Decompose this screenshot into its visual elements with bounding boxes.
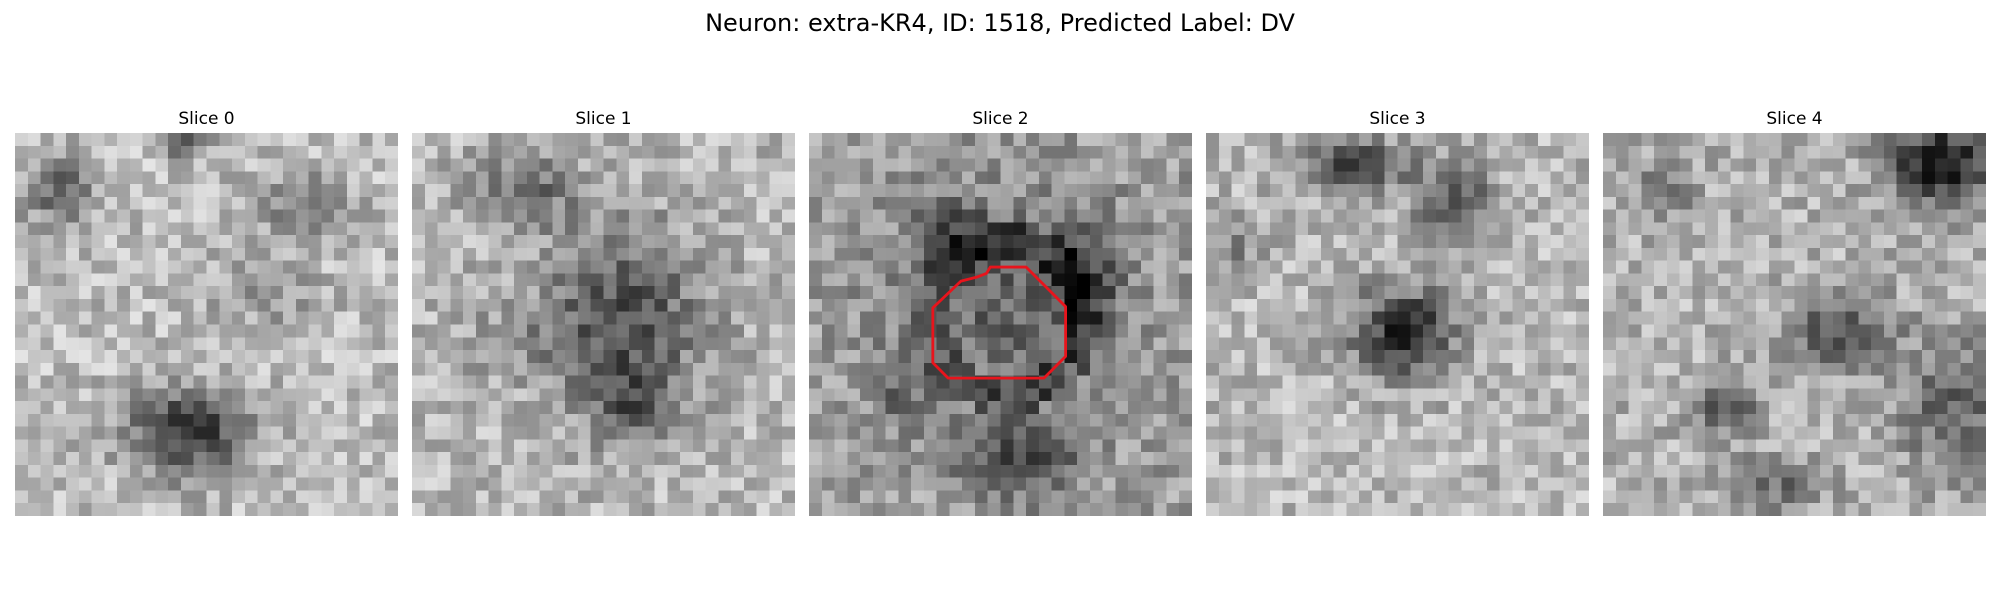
- roi-contour: [931, 265, 1068, 380]
- slice-image-4: [1603, 133, 1986, 516]
- slice-panel-2: Slice 2: [809, 108, 1192, 516]
- slice-image-0: [15, 133, 398, 516]
- slice-title-1: Slice 1: [575, 109, 632, 129]
- slice-panel-0: Slice 0: [15, 108, 398, 516]
- slice-panel-3: Slice 3: [1206, 108, 1589, 516]
- slice-title-2: Slice 2: [972, 109, 1029, 129]
- slice-title-0: Slice 0: [178, 109, 235, 129]
- slice-title-3: Slice 3: [1369, 109, 1426, 129]
- slice-image-2: [809, 133, 1192, 516]
- slice-panel-1: Slice 1: [412, 108, 795, 516]
- slice-panel-4: Slice 4: [1603, 108, 1986, 516]
- slice-title-4: Slice 4: [1766, 109, 1823, 129]
- slice-image-3: [1206, 133, 1589, 516]
- slice-image-1: [412, 133, 795, 516]
- figure-title: Neuron: extra-KR4, ID: 1518, Predicted L…: [705, 9, 1295, 37]
